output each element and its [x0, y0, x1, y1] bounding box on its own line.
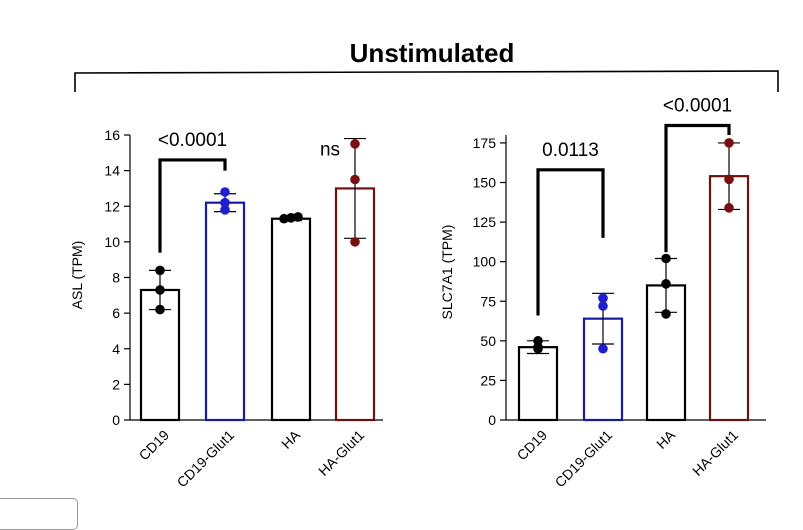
y-tick-label: 75 [480, 293, 496, 309]
y-tick-label: 0 [112, 412, 120, 428]
y-tick-label: 50 [480, 333, 496, 349]
data-point [724, 203, 734, 213]
data-point [155, 285, 165, 295]
data-point [155, 304, 165, 315]
data-point [350, 174, 360, 185]
data-point [533, 343, 543, 354]
x-tick-label: CD19 [513, 427, 550, 464]
figure-title: Unstimulated [350, 38, 515, 68]
data-point [598, 343, 608, 354]
top-brace [74, 70, 779, 92]
chart-ylabel: ASL (TPM) [69, 241, 85, 310]
data-point [661, 253, 671, 264]
data-point [155, 265, 165, 276]
y-tick-label: 6 [112, 305, 120, 321]
y-tick-label: 8 [112, 270, 120, 286]
y-tick-label: 150 [473, 175, 497, 191]
y-tick-label: 175 [473, 135, 497, 151]
y-tick-label: 100 [473, 254, 497, 270]
figure: Unstimulated ASL (TPM) 0 2 4 6 8 10 12 14 16 CD19… [69, 38, 779, 491]
significance-label: <0.0001 [663, 96, 732, 117]
chart-ylabel: SLC7A1 (TPM) [439, 225, 455, 320]
bar [270, 217, 312, 422]
y-tick-label: 4 [112, 341, 120, 357]
y-tick-label: 2 [112, 376, 120, 392]
y-tick-label: 125 [473, 214, 497, 230]
y-tick-label: 10 [104, 234, 120, 250]
data-point [286, 213, 296, 223]
data-point [293, 212, 303, 222]
bar [204, 201, 246, 422]
x-tick-label: HA-Glut1 [689, 427, 741, 479]
x-tick-label: CD19 [135, 427, 172, 464]
significance-bracket [536, 168, 605, 316]
significance-bracket [158, 158, 227, 253]
x-tick-label: HA [278, 426, 304, 452]
significance-label: ns [320, 139, 340, 160]
data-point [724, 138, 734, 148]
x-tick-label: HA [653, 426, 679, 452]
significance-label: <0.0001 [158, 130, 227, 151]
asl-chart: ASL (TPM) 0 2 4 6 8 10 12 14 16 CD19 CD19-Glut1 HA H… [69, 127, 383, 490]
data-point [724, 174, 734, 185]
data-point [661, 309, 671, 319]
y-tick-label: 14 [104, 163, 120, 179]
data-point [661, 279, 671, 289]
y-tick-label: 16 [104, 127, 120, 143]
bar [517, 346, 559, 422]
data-point [220, 197, 230, 208]
x-tick-label: CD19-Glut1 [174, 427, 238, 491]
y-tick-label: 0 [488, 412, 496, 428]
significance-label: 0.0113 [542, 140, 599, 161]
data-point [279, 213, 289, 224]
bar [708, 175, 750, 422]
significance-bracket [664, 123, 731, 253]
data-point [598, 301, 608, 311]
slc7a1-chart: SLC7A1 (TPM) 0 25 50 75 100 125 150 175 CD19 CD19… [439, 96, 766, 491]
data-point [598, 293, 608, 303]
y-tick-label: 25 [480, 372, 496, 388]
x-tick-label: HA-Glut1 [315, 427, 367, 479]
data-point [350, 237, 360, 247]
data-point [220, 187, 230, 197]
data-point [350, 139, 360, 149]
y-tick-label: 12 [104, 198, 120, 214]
data-point [220, 205, 230, 215]
x-tick-label: CD19-Glut1 [552, 427, 616, 491]
